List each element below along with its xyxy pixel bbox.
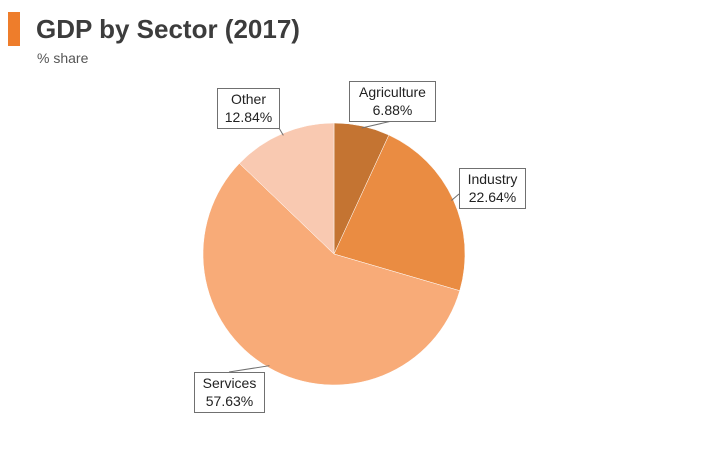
chart-subtitle: % share	[37, 50, 89, 66]
slice-value-label: 6.88%	[373, 102, 413, 118]
slice-label-box	[194, 372, 265, 413]
leader-line-industry	[451, 193, 460, 201]
leader-line-other	[278, 127, 284, 136]
slice-label-other: Other 12.84%	[217, 88, 280, 129]
slice-name-label: Industry	[468, 171, 518, 187]
title-accent-bar	[8, 12, 20, 46]
slice-value-label: 12.84%	[225, 109, 272, 125]
slice-name-label: Services	[203, 375, 257, 391]
leader-line-services	[228, 365, 270, 373]
slice-label-industry: Industry 22.64%	[459, 168, 526, 209]
slice-value-label: 22.64%	[469, 189, 516, 205]
chart-title: GDP by Sector (2017)	[36, 14, 300, 44]
slice-label-agriculture: Agriculture 6.88%	[349, 81, 436, 122]
slice-label-box	[217, 88, 280, 129]
slice-name-label: Agriculture	[359, 84, 426, 100]
slice-label-services: Services 57.63%	[194, 372, 265, 413]
pie-slice-industry	[333, 134, 466, 292]
slice-label-box	[459, 168, 526, 209]
leader-line-agriculture	[361, 120, 393, 129]
slice-value-label: 57.63%	[206, 393, 253, 409]
pie-slice-services	[202, 163, 461, 386]
slice-name-label: Other	[231, 91, 266, 107]
slice-label-box	[349, 81, 436, 122]
